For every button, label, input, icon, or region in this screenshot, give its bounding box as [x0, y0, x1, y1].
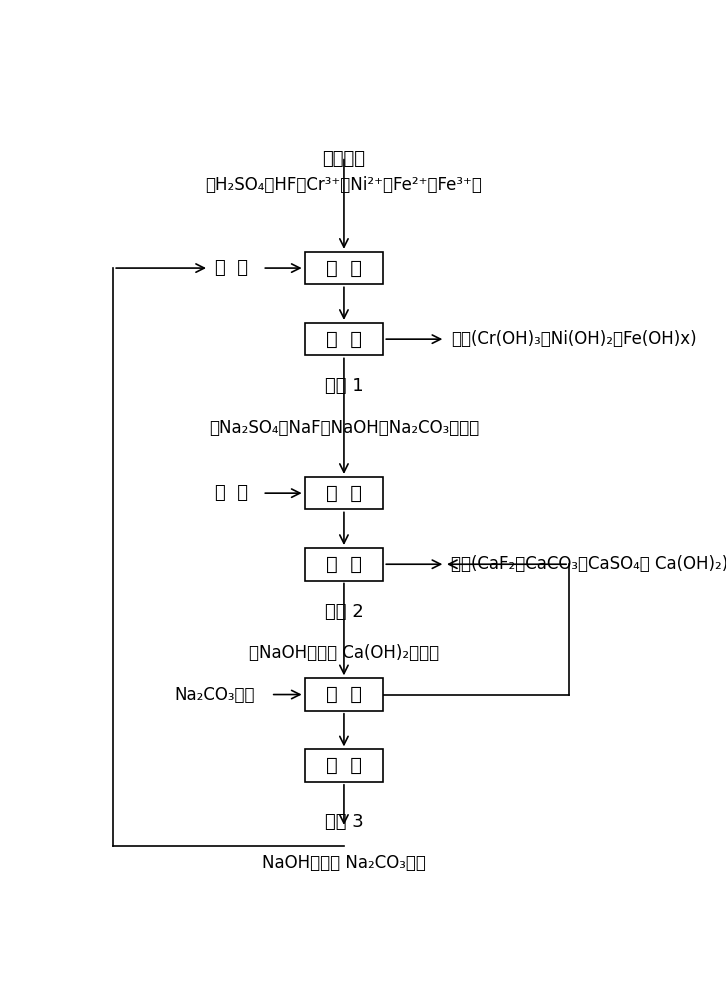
Text: 过  滤: 过 滤 [326, 330, 362, 349]
Text: 酸洗废液: 酸洗废液 [322, 150, 365, 168]
Text: 滤渣(Cr(OH)₃、Ni(OH)₂、Fe(OH)x): 滤渣(Cr(OH)₃、Ni(OH)₂、Fe(OH)x) [451, 330, 696, 348]
Text: 滤渣(CaF₂、CaCO₃、CaSO₄和 Ca(OH)₂): 滤渣(CaF₂、CaCO₃、CaSO₄和 Ca(OH)₂) [451, 555, 726, 573]
Text: 石  灰: 石 灰 [215, 484, 248, 502]
Text: （Na₂SO₄、NaF、NaOH、Na₂CO₃溶液）: （Na₂SO₄、NaF、NaOH、Na₂CO₃溶液） [209, 419, 479, 437]
Text: 过  滤: 过 滤 [326, 756, 362, 775]
Text: 碱  液: 碱 液 [215, 259, 248, 277]
Bar [305, 477, 383, 509]
Text: 滤液 2: 滤液 2 [325, 602, 363, 620]
Bar [305, 548, 383, 581]
Text: 滤液 1: 滤液 1 [325, 377, 363, 395]
Text: 滤液 3: 滤液 3 [325, 813, 363, 831]
Text: 沉  淠: 沉 淠 [326, 685, 362, 704]
Bar [305, 678, 383, 711]
Text: 过  滤: 过 滤 [326, 555, 362, 574]
Text: 沉  淠: 沉 淠 [326, 484, 362, 503]
Text: NaOH、少量 Na₂CO₃溶液: NaOH、少量 Na₂CO₃溶液 [262, 854, 426, 872]
Bar [305, 749, 383, 782]
Text: （H₂SO₄、HF、Cr³⁺、Ni²⁺、Fe²⁺、Fe³⁺）: （H₂SO₄、HF、Cr³⁺、Ni²⁺、Fe²⁺、Fe³⁺） [205, 176, 482, 194]
Text: 沉  淠: 沉 淠 [326, 259, 362, 278]
Text: （NaOH、少量 Ca(OH)₂溶液）: （NaOH、少量 Ca(OH)₂溶液） [249, 644, 439, 662]
Text: Na₂CO₃溶液: Na₂CO₃溶液 [174, 686, 255, 704]
Bar [305, 323, 383, 355]
Bar [305, 252, 383, 284]
